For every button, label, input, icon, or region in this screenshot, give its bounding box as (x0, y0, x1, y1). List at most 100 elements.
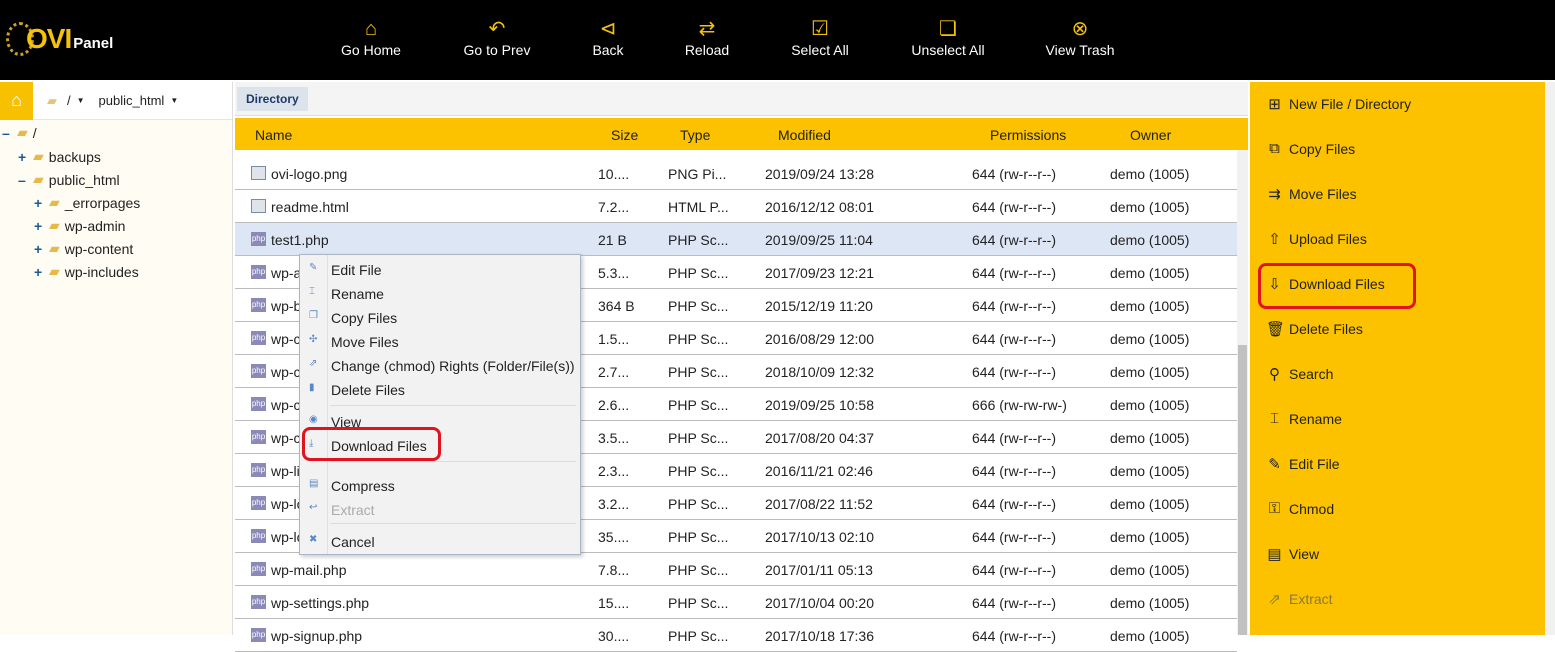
action-move-files[interactable]: ⇉ Move Files (1266, 185, 1356, 203)
file-name: wp-c (271, 364, 301, 380)
menu-divider (330, 523, 576, 524)
breadcrumb-current[interactable]: public_html (98, 93, 165, 108)
file-permissions: 644 (rw-r--r--) (972, 298, 1056, 314)
table-row[interactable]: php wp-c 1.5... PHP Sc... 2016/08/29 12:00 64… (235, 322, 1237, 355)
toolbar-back-button[interactable]: ⊲ Back (592, 18, 623, 58)
action-copy-files[interactable]: ⧉ Copy Files (1266, 140, 1355, 157)
action-chmod[interactable]: ⚿ Chmod (1266, 500, 1334, 517)
tree-item[interactable]: + ▰ _errorpages (34, 194, 140, 211)
context-menu-move-files[interactable]: ✣ Move Files (300, 331, 580, 353)
context-menu-cancel[interactable]: ✖ Cancel (300, 531, 580, 553)
context-menu-change-chmod-rights-folder-file-s[interactable]: ⇗ Change (chmod) Rights (Folder/File(s)) (300, 355, 580, 377)
col-permissions[interactable]: Permissions (990, 127, 1067, 143)
expand-icon[interactable]: + (18, 148, 27, 165)
action-edit-file[interactable]: ✎ Edit File (1266, 455, 1340, 473)
file-type: PHP Sc... (668, 463, 729, 479)
file-size: 3.5... (598, 430, 630, 446)
collapse-icon[interactable]: – (2, 124, 10, 141)
file-size: 2.7... (598, 364, 630, 380)
col-name[interactable]: Name (255, 127, 293, 143)
expand-icon[interactable]: + (34, 240, 43, 257)
tree-item[interactable]: – ▰ / (2, 124, 37, 141)
file-type: PHP Sc... (668, 595, 729, 611)
breadcrumb-root[interactable]: / (67, 93, 71, 108)
table-row[interactable]: php wp-c 2.7... PHP Sc... 2018/10/09 12:32 64… (235, 355, 1237, 388)
toolbar-unselect-all-button[interactable]: ❏ Unselect All (911, 18, 984, 58)
tree-item[interactable]: – ▰ public_html (18, 171, 120, 188)
table-row[interactable]: php wp-li 2.3... PHP Sc... 2016/11/21 02:46 6… (235, 454, 1237, 487)
file-owner: demo (1005) (1110, 496, 1190, 512)
actions-panel: ⊞ New File / Directory ⧉ Copy Files ⇉ Move Fi… (1250, 82, 1545, 635)
file-permissions: 644 (rw-r--r--) (972, 331, 1056, 347)
directory-tab[interactable]: Directory (237, 87, 308, 111)
action-delete-files[interactable]: 🗑 Delete Files (1266, 320, 1363, 338)
folder-tree-panel: ⌂ ▰ / ▼ public_html ▼ – ▰ / + ▰ backups – ▰ public… (0, 81, 233, 635)
file-size: 15.... (598, 595, 630, 611)
toolbar-go-to-prev-button[interactable]: ↶ Go to Prev (464, 18, 531, 58)
table-row[interactable]: php wp-signup.php 30.... PHP Sc... 2017/10/1… (235, 619, 1237, 652)
context-menu-edit-file[interactable]: ✎ Edit File (300, 259, 580, 281)
col-type[interactable]: Type (680, 127, 711, 143)
chmod-icon: ⚿ (1268, 500, 1281, 517)
highlight-box (1258, 263, 1416, 309)
table-row[interactable]: php wp-lo 35.... PHP Sc... 2017/10/13 02:10 6… (235, 520, 1237, 553)
file-permissions: 644 (rw-r--r--) (972, 595, 1056, 611)
file-name: wp-b (271, 298, 302, 314)
actions-scrollbar[interactable] (1545, 82, 1555, 635)
file-owner: demo (1005) (1110, 430, 1190, 446)
context-menu-rename[interactable]: ⌶ Rename (300, 283, 580, 305)
table-row[interactable]: php wp-c 3.5... PHP Sc... 2017/08/20 04:37 64… (235, 421, 1237, 454)
table-row[interactable]: php wp-mail.php 7.8... PHP Sc... 2017/01/11 … (235, 553, 1237, 586)
expand-icon[interactable]: + (34, 263, 43, 280)
context-menu-copy-files[interactable]: ❐ Copy Files (300, 307, 580, 329)
table-row[interactable]: php test1.php 21 B PHP Sc... 2019/09/25 11:0… (235, 223, 1237, 256)
toolbar-view-trash-button[interactable]: ⊗ View Trash (1046, 18, 1115, 58)
tree-item[interactable]: + ▰ wp-content (34, 240, 133, 257)
action-new-file-directory[interactable]: ⊞ New File / Directory (1266, 95, 1411, 113)
action-download-files[interactable]: ⇩ Download Files (1258, 263, 1416, 309)
table-row[interactable]: php wp-settings.php 15.... PHP Sc... 2017/10… (235, 586, 1237, 619)
tree-item[interactable]: + ▰ backups (18, 148, 101, 165)
file-type: PHP Sc... (668, 562, 729, 578)
copy-icon: ⧉ (1269, 140, 1280, 157)
file-modified: 2019/09/25 11:04 (765, 232, 873, 248)
action-label: Edit File (1289, 456, 1340, 472)
file-list-scrollbar[interactable] (1237, 150, 1248, 635)
collapse-icon[interactable]: – (18, 171, 26, 188)
home-icon[interactable]: ⌂ (0, 81, 33, 120)
file-owner: demo (1005) (1110, 166, 1190, 182)
table-row[interactable]: php wp-a 5.3... PHP Sc... 2017/09/23 12:21 64… (235, 256, 1237, 289)
file-permissions: 644 (rw-r--r--) (972, 430, 1056, 446)
context-menu-download-files[interactable]: ⤓ Download Files (300, 427, 580, 461)
table-row[interactable]: ovi-logo.png 10.... PNG Pi... 2019/09/24 13… (235, 157, 1237, 190)
toolbar-select-all-button[interactable]: ☑ Select All (791, 18, 849, 58)
context-menu-compress[interactable]: ▤ Compress (300, 475, 580, 497)
folder-icon: ▰ (49, 217, 60, 233)
menu-item-label: Copy Files (331, 310, 398, 326)
table-row[interactable]: readme.html 7.2... HTML P... 2016/12/12 08:… (235, 190, 1237, 223)
expand-icon[interactable]: + (34, 217, 43, 234)
file-name: wp-c (271, 430, 301, 446)
table-row[interactable]: php wp-b 364 B PHP Sc... 2015/12/19 11:20 644… (235, 289, 1237, 322)
tree-item[interactable]: + ▰ wp-includes (34, 263, 139, 280)
toolbar-go-home-button[interactable]: ⌂ Go Home (341, 18, 401, 58)
context-menu-view[interactable]: ◉ View (300, 411, 580, 433)
ovipanel-logo[interactable]: OVI Panel (6, 22, 113, 56)
toolbar-reload-button[interactable]: ⇄ Reload (685, 18, 729, 58)
extract-icon: ↩ (309, 502, 318, 513)
file-owner: demo (1005) (1110, 529, 1190, 545)
expand-icon[interactable]: + (34, 194, 43, 211)
table-row[interactable]: php wp-c 2.6... PHP Sc... 2019/09/25 10:58 66… (235, 388, 1237, 421)
php-file-icon: php (251, 562, 266, 576)
col-owner[interactable]: Owner (1130, 127, 1172, 143)
context-menu-delete-files[interactable]: ▮ Delete Files (300, 379, 580, 401)
col-modified[interactable]: Modified (778, 127, 831, 143)
file-permissions: 644 (rw-r--r--) (972, 199, 1056, 215)
action-rename[interactable]: ⌶ Rename (1266, 410, 1342, 427)
action-view[interactable]: ▤ View (1266, 545, 1319, 563)
action-upload-files[interactable]: ⇧ Upload Files (1266, 230, 1367, 248)
action-search[interactable]: ⚲ Search (1266, 365, 1333, 383)
tree-item[interactable]: + ▰ wp-admin (34, 217, 125, 234)
col-size[interactable]: Size (611, 127, 639, 143)
table-row[interactable]: php wp-lo 3.2... PHP Sc... 2017/08/22 11:52 6… (235, 487, 1237, 520)
